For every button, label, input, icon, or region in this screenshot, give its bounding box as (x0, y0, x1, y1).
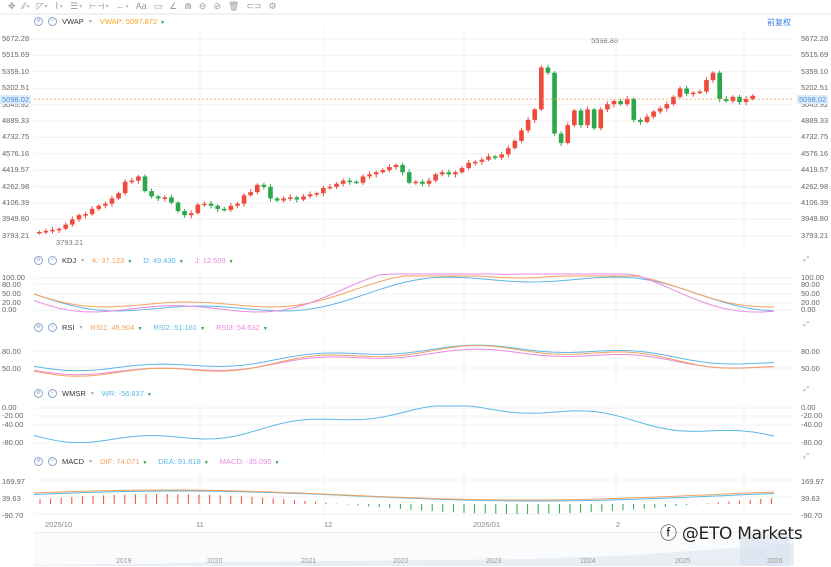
arrow-icon[interactable]: ← ▾ (115, 1, 129, 11)
magnet-icon[interactable]: ⋒ (184, 1, 192, 11)
expand-icon[interactable]: ⤢ (803, 386, 809, 393)
d-value: D: 49.430 ▼ (143, 255, 184, 265)
last-price-tag-right: 5098.02 (797, 95, 829, 104)
adjust-button[interactable]: 前复权 (767, 18, 791, 27)
drawing-toolbar: ✥ ⁄⁄ ▾ ◸ ▾ ⌇ ▾ ☰ ▾ ⊢⊣ ▾ ← ▾ Aa ▭ ∠ ⋒ ⊖ ⊘ 🗑 ⊂⊃ ⚙ (0, 0, 831, 13)
settings-icon[interactable]: ⚙ (34, 255, 43, 265)
toggle-icon: ▼ (160, 19, 166, 26)
expand-icon[interactable]: ⤢ (803, 321, 809, 328)
close-icon[interactable]: × (48, 388, 57, 398)
chevron-down-icon[interactable]: ▾ (88, 18, 92, 25)
k-value: K: 37.123 ▼ (92, 255, 133, 265)
chevron-down-icon[interactable]: ▾ (79, 324, 83, 331)
weibo-icon: ⓕ (660, 524, 677, 544)
indicator-name[interactable]: KDJ (62, 255, 77, 265)
hide-icon[interactable]: ⊘ (213, 1, 221, 11)
fib-icon[interactable]: ☰ ▾ (69, 1, 83, 11)
macd-pane-header: ⚙ × MACD ▾ DIF: 74.071 ▼ DEA: 91.618 ▼ MAC… (34, 456, 285, 466)
close-icon[interactable]: × (48, 322, 57, 332)
low-annotation: 3793.21 (56, 238, 84, 247)
macd-value: MACD: -35.095 ▼ (219, 456, 280, 466)
rsi-chart[interactable] (33, 335, 794, 385)
trend-line-icon[interactable]: ⁄⁄ ▾ (22, 1, 30, 11)
vwap-value: VWAP: 5097.872 ▼ (99, 16, 166, 26)
lock-icon[interactable]: ⊖ (198, 1, 207, 11)
close-icon[interactable]: × (48, 16, 57, 26)
rsi1-value: RSI1: 45.904 ▼ (90, 322, 143, 332)
delete-icon[interactable]: 🗑 (228, 1, 240, 11)
indicator-name[interactable]: WMSR (62, 388, 86, 398)
channel-icon[interactable]: ◸ ▾ (36, 1, 48, 11)
x-label: 2 (616, 520, 621, 529)
expand-icon[interactable]: ⤢ (803, 256, 809, 263)
indicator-name[interactable]: MACD (62, 456, 85, 466)
watermark: ⓕ @ETO Markets (660, 524, 803, 544)
chevron-down-icon[interactable]: ▾ (90, 390, 94, 397)
candlestick-chart[interactable] (34, 28, 794, 248)
indicator-name[interactable]: VWAP (62, 16, 84, 26)
text-icon[interactable]: Aa (135, 1, 147, 11)
rsi2-value: RSI2: 51.161 ▼ (153, 322, 206, 332)
navigator-selection (740, 533, 790, 566)
macd-chart[interactable] (33, 470, 794, 518)
wr-value: WR: -56.837 ▼ (101, 388, 152, 398)
settings-icon[interactable]: ⚙ (34, 16, 43, 26)
j-value: J: 12.509 ▼ (194, 255, 234, 265)
indicator-name[interactable]: RSI (62, 322, 75, 332)
angle-icon[interactable]: ∠ (169, 1, 178, 11)
chevron-down-icon[interactable]: ▾ (81, 257, 85, 264)
range-navigator[interactable] (34, 532, 794, 566)
x-label: 2025/10 (45, 520, 73, 529)
wmsr-chart[interactable] (33, 402, 794, 452)
rsi3-value: RSI3: 54.532 ▼ (216, 322, 268, 332)
settings-icon[interactable]: ⚙ (268, 1, 277, 11)
settings-icon[interactable]: ⚙ (34, 322, 43, 332)
dea-value: DEA: 91.618 ▼ (158, 456, 209, 466)
polyline-icon[interactable]: ⌇ ▾ (54, 1, 63, 11)
dif-value: DIF: 74.071 ▼ (100, 456, 148, 466)
time-axis: 2025/10 11 12 2026/01 2 (0, 518, 831, 530)
toolbar-divider (0, 13, 831, 15)
close-icon[interactable]: × (48, 255, 57, 265)
kdj-pane-header: ⚙ × KDJ ▾ K: 37.123 ▼ D: 49.430 ▼ J: 12.50… (34, 255, 240, 265)
x-label: 12 (324, 520, 333, 529)
measure-icon[interactable]: ⊢⊣ ▾ (89, 1, 109, 11)
settings-icon[interactable]: ⚙ (34, 388, 43, 398)
rsi-pane-header: ⚙ × RSI ▾ RSI1: 45.904 ▼ RSI2: 51.161 ▼ RS… (34, 322, 274, 332)
main-pane-header: ⚙ × VWAP ▾ VWAP: 5097.872 ▼ (34, 16, 171, 26)
wmsr-pane-header: ⚙ × WMSR ▾ WR: -56.837 ▼ (34, 388, 158, 398)
kdj-chart[interactable] (33, 270, 794, 320)
note-icon[interactable]: ▭ (153, 1, 163, 11)
high-annotation: 5598.88 (591, 36, 619, 45)
x-label: 11 (196, 520, 204, 529)
settings-icon[interactable]: ⚙ (34, 456, 43, 466)
close-icon[interactable]: × (48, 456, 57, 466)
expand-icon[interactable]: ⤢ (803, 453, 809, 460)
link-icon[interactable]: ⊂⊃ (246, 1, 262, 11)
last-price-tag-left: 5098.02 (0, 95, 32, 104)
chevron-down-icon[interactable]: ▾ (89, 458, 93, 465)
crosshair-move-icon[interactable]: ✥ (8, 1, 16, 11)
x-label: 2026/01 (473, 520, 501, 529)
